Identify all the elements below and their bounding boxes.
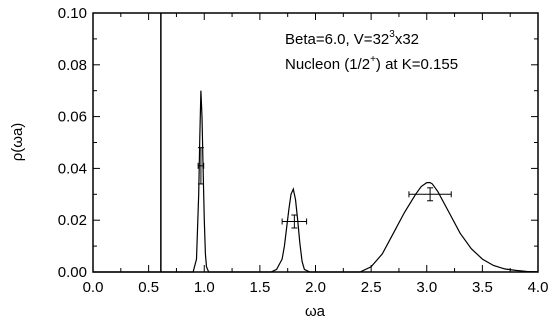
- x-tick-label: 4.0: [528, 279, 549, 296]
- x-tick-label: 2.5: [361, 279, 382, 296]
- spectral-curve: [93, 90, 539, 273]
- x-axis-title: ωa: [305, 303, 326, 320]
- y-axis-ticks: 0.00 0.02 0.04 0.06 0.08 0.10: [58, 5, 538, 281]
- y-tick-label: 0.04: [58, 160, 87, 177]
- plot-frame: [92, 12, 539, 273]
- x-axis-ticks: 0.0 0.5 1.0 1.5 2.0 2.5 3.0 3.5 4.0: [83, 13, 549, 296]
- y-tick-label: 0.00: [58, 264, 87, 281]
- x-tick-label: 2.0: [305, 279, 326, 296]
- y-tick-label: 0.02: [58, 212, 87, 229]
- x-tick-label: 0.5: [138, 279, 159, 296]
- annotation-line-2: Nucleon (1/2+) at K=0.155: [285, 54, 458, 73]
- y-axis-title: ρ(ωa): [9, 123, 26, 162]
- x-tick-label: 3.5: [472, 279, 493, 296]
- annotation-line-1: Beta=6.0, V=323x32: [285, 29, 419, 48]
- y-tick-label: 0.10: [58, 5, 87, 22]
- x-tick-label: 1.5: [249, 279, 270, 296]
- y-tick-label: 0.06: [58, 109, 87, 126]
- x-tick-label: 0.0: [83, 279, 104, 296]
- x-tick-label: 3.0: [416, 279, 437, 296]
- y-tick-label: 0.08: [58, 57, 87, 74]
- x-tick-label: 1.0: [194, 279, 215, 296]
- error-bars: [197, 147, 452, 229]
